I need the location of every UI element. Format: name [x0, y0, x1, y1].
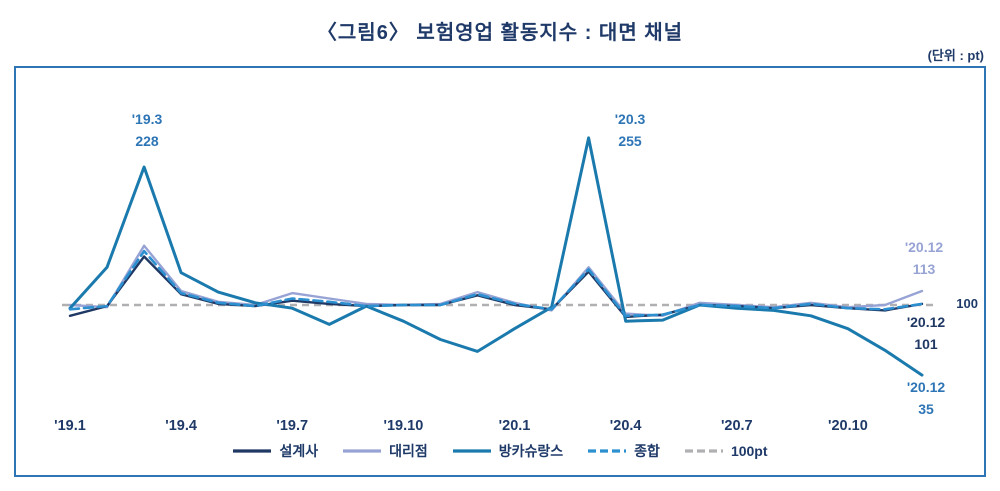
legend-item: 설계사 — [232, 441, 318, 461]
legend-label: 100pt — [730, 443, 768, 459]
legend-swatch-icon — [684, 449, 723, 453]
annotation-value: 35 — [918, 401, 934, 418]
x-axis-label: '19.10 — [383, 418, 424, 434]
legend-swatch-icon — [233, 449, 272, 453]
annotation-date: '20.12 — [906, 379, 946, 395]
annotation-value: 255 — [618, 133, 642, 150]
chart-title: 〈그림6〉 보험영업 활동지수 : 대면 채널 — [316, 22, 684, 44]
line-chart — [62, 136, 936, 377]
annotation-date: '19.3 — [131, 111, 163, 127]
legend-item: 100pt — [684, 443, 768, 459]
legend-swatch-icon — [452, 449, 491, 453]
legend-label: 방카슈랑스 — [498, 443, 564, 459]
legend-swatch-icon — [343, 449, 382, 453]
x-axis-label: '20.10 — [828, 418, 868, 434]
legend-label: 종합 — [634, 443, 660, 459]
annotation-date: '20.12 — [904, 239, 944, 255]
annotation-peak-19-3: '19.3 228 — [111, 108, 183, 153]
annotation-value: 228 — [135, 133, 159, 150]
x-axis-label: '20.1 — [498, 418, 531, 434]
x-axis: '19.1 '19.4 '19.7 '19.10 '20.1 '20.4 '20.7 '20.… — [16, 418, 984, 438]
annotation-end-agency: '20.12 113 — [888, 236, 960, 281]
legend-item: 종합 — [587, 441, 660, 461]
annotation-value: 113 — [912, 261, 936, 278]
legend-swatch-icon — [588, 449, 627, 453]
reference-line-value-label: 100 — [956, 296, 978, 311]
annotation-end-bancassurance: '20.12 35 — [890, 376, 962, 421]
legend-label: 대리점 — [389, 443, 428, 459]
series-line-0 — [68, 255, 924, 319]
chart-box: '19.3 228 '20.3 255 '20.12 113 '20.12 10… — [14, 66, 986, 477]
legend-item: 방카슈랑스 — [452, 441, 563, 461]
legend-item: 대리점 — [342, 441, 428, 461]
x-axis-label: '19.4 — [165, 418, 197, 434]
x-axis-label: '20.4 — [609, 418, 642, 434]
x-axis-label: '19.1 — [54, 418, 86, 434]
series-line-2 — [68, 136, 924, 377]
series-line-3 — [68, 249, 924, 318]
annotation-value: 101 — [914, 336, 938, 353]
annotation-peak-20-3: '20.3 255 — [594, 108, 666, 153]
annotation-date: '20.3 — [614, 111, 646, 127]
annotation-end-total: '20.12 101 — [890, 311, 962, 356]
x-axis-label: '19.7 — [276, 418, 309, 434]
unit-label: (단위 : pt) — [927, 48, 984, 63]
legend-label: 설계사 — [279, 443, 319, 459]
annotation-date: '20.12 — [906, 314, 946, 330]
legend: 설계사 대리점 방카슈랑스 종합 100pt — [16, 441, 984, 461]
x-axis-label: '20.7 — [720, 418, 753, 434]
